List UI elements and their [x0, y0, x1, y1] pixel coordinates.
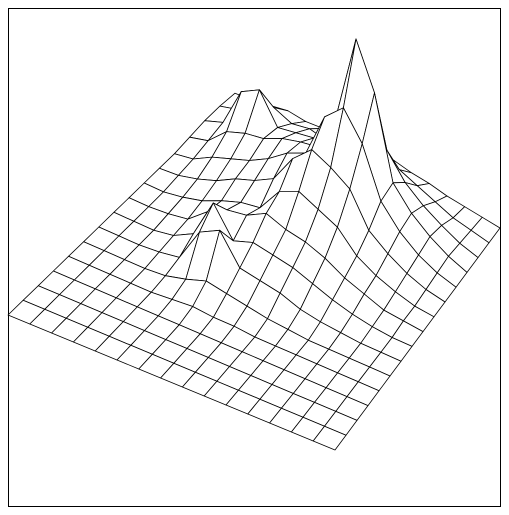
chart — [0, 0, 509, 515]
